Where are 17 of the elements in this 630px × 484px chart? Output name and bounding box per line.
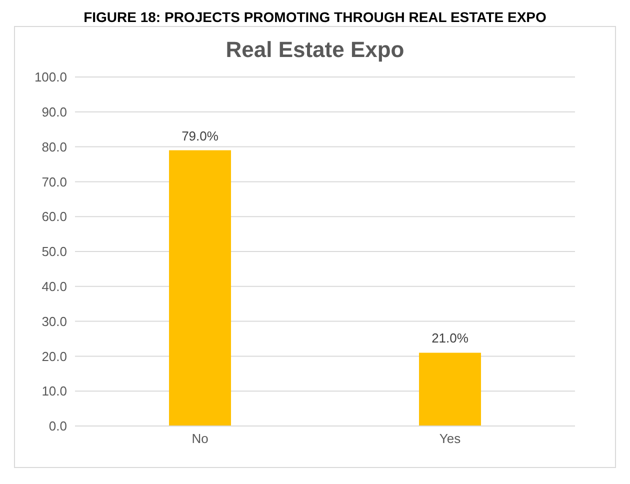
y-tick-label: 90.0: [42, 104, 67, 120]
y-tick-label: 50.0: [42, 244, 67, 260]
y-tick-label: 80.0: [42, 139, 67, 154]
y-tick-label: 10.0: [42, 384, 67, 399]
caption: FIGURE 18: PROJECTS PROMOTING THROUGH REAL ESTATE EXPO: [82, 8, 548, 26]
chart-title: Real Estate Expo: [224, 37, 406, 64]
y-tick-label: 60.0: [42, 209, 67, 224]
x-tick-label: Yes: [439, 431, 462, 446]
y-tick-label: 0.0: [48, 418, 67, 434]
y-tick-label: 100.0: [34, 70, 67, 85]
y-tick-label: 30.0: [42, 314, 67, 329]
y-tick-label: 70.0: [42, 174, 67, 190]
y-tick-label: 20.0: [42, 348, 67, 364]
x-tick-label: No: [192, 431, 208, 446]
data-label: 79.0%: [182, 128, 219, 144]
data-label: 21.0%: [432, 330, 469, 346]
y-tick-label: 40.0: [42, 279, 67, 294]
